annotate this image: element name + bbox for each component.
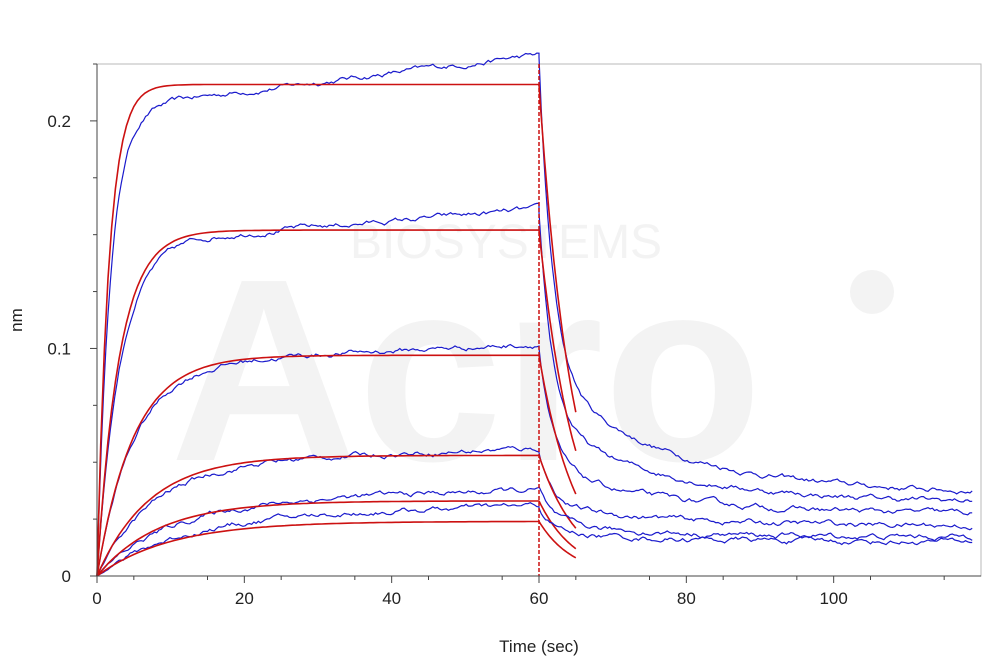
- measured-curve-0: [96, 52, 973, 577]
- x-axis-label: Time (sec): [499, 637, 579, 656]
- watermark-dot: [850, 270, 894, 314]
- x-tick-label: 100: [819, 589, 847, 608]
- measured-curve-4: [96, 343, 973, 577]
- measured-curve-8: [96, 486, 973, 577]
- x-tick-label: 40: [382, 589, 401, 608]
- fit-curve-11: [96, 518, 577, 577]
- x-tick-label: 80: [677, 589, 696, 608]
- axes: 0 20 40 60 80 100 0 0.1 0.2: [47, 63, 981, 608]
- watermark-brand: Acro: [170, 226, 762, 516]
- y-axis-label: nm: [7, 308, 26, 332]
- measured-curve-10: [96, 502, 973, 577]
- x-tick-label: 0: [92, 589, 101, 608]
- fit-curve-1: [96, 83, 577, 577]
- watermark: Acro BIOSYSTEMS: [170, 216, 894, 516]
- measured-curve-2: [96, 202, 973, 577]
- watermark-subtitle: BIOSYSTEMS: [350, 216, 662, 269]
- x-tick-label: 20: [235, 589, 254, 608]
- fit-curve-5: [96, 354, 577, 577]
- fit-curve-3: [96, 229, 577, 577]
- y-ticks: 0 0.1 0.2: [47, 63, 97, 586]
- x-tick-label: 60: [530, 589, 549, 608]
- fit-curve-7: [96, 454, 577, 577]
- x-ticks: 0 20 40 60 80 100: [92, 576, 945, 608]
- y-tick-label: 0: [62, 567, 71, 586]
- series-layer: [96, 52, 973, 577]
- fit-curve-9: [96, 500, 577, 577]
- y-tick-label: 0.2: [47, 112, 71, 131]
- measured-curve-6: [96, 445, 973, 577]
- y-tick-label: 0.1: [47, 339, 71, 358]
